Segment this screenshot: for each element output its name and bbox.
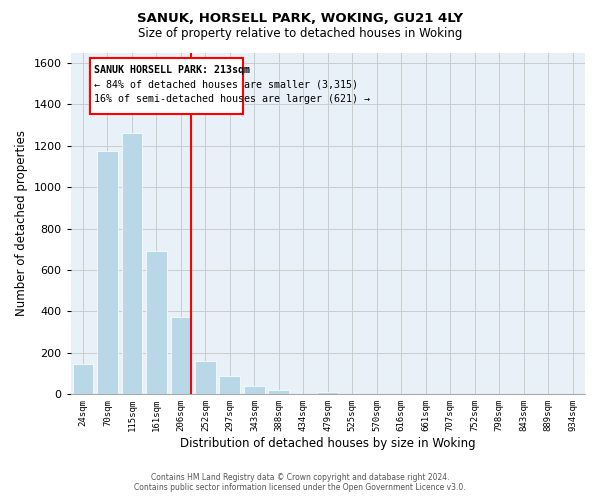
- X-axis label: Distribution of detached houses by size in Woking: Distribution of detached houses by size …: [180, 437, 476, 450]
- Bar: [244, 386, 265, 394]
- Y-axis label: Number of detached properties: Number of detached properties: [15, 130, 28, 316]
- Bar: [195, 361, 216, 394]
- Text: Size of property relative to detached houses in Woking: Size of property relative to detached ho…: [138, 28, 462, 40]
- Text: ← 84% of detached houses are smaller (3,315): ← 84% of detached houses are smaller (3,…: [94, 80, 358, 90]
- Bar: [220, 376, 241, 394]
- Bar: [268, 390, 289, 394]
- Text: 16% of semi-detached houses are larger (621) →: 16% of semi-detached houses are larger (…: [94, 94, 370, 104]
- Text: SANUK HORSELL PARK: 213sqm: SANUK HORSELL PARK: 213sqm: [94, 65, 250, 75]
- Bar: [73, 364, 94, 394]
- Text: Contains HM Land Registry data © Crown copyright and database right 2024.
Contai: Contains HM Land Registry data © Crown c…: [134, 473, 466, 492]
- Bar: [146, 252, 167, 394]
- Bar: [317, 392, 338, 394]
- Text: SANUK, HORSELL PARK, WOKING, GU21 4LY: SANUK, HORSELL PARK, WOKING, GU21 4LY: [137, 12, 463, 26]
- Bar: [122, 134, 142, 394]
- FancyBboxPatch shape: [91, 58, 244, 114]
- Bar: [97, 151, 118, 394]
- Bar: [170, 316, 191, 394]
